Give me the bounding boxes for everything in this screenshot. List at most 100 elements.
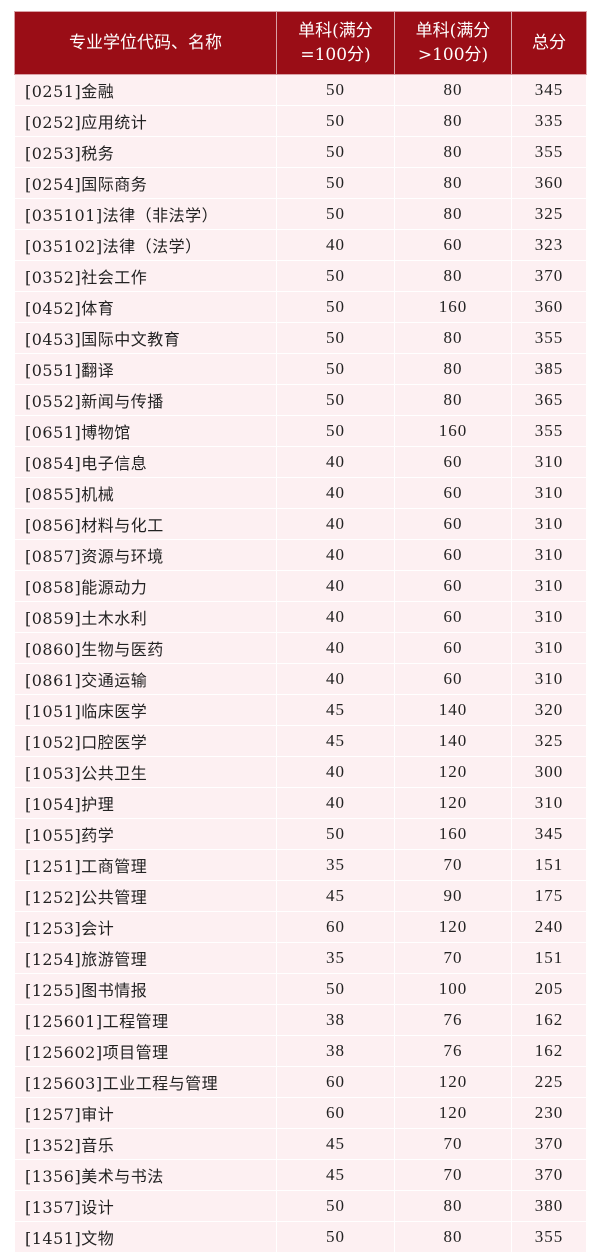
cell-total: 310 [511,508,587,540]
table-row: [1451]文物 50 80 355 [14,1221,587,1253]
table-row: [1254]旅游管理 35 70 151 [14,942,587,974]
cell-name: [1251]工商管理 [14,849,277,881]
cell-name: [125601]工程管理 [14,1004,277,1036]
cell-single-gt100: 140 [394,694,512,726]
table-row: [1054]护理 40 120 310 [14,787,587,819]
cell-name: [1356]美术与书法 [14,1159,277,1191]
cell-name: [0252]应用统计 [14,105,277,137]
cell-total: 360 [511,291,587,323]
cell-single-gt100: 80 [394,322,512,354]
cell-single-gt100: 80 [394,260,512,292]
table-row: [0854]电子信息 40 60 310 [14,446,587,478]
cell-name: [0551]翻译 [14,353,277,385]
cell-single-100: 45 [276,1159,395,1191]
cell-name: [1052]口腔医学 [14,725,277,757]
cell-single-100: 45 [276,725,395,757]
cell-single-gt100: 120 [394,756,512,788]
cell-total: 355 [511,136,587,168]
cell-single-gt100: 70 [394,849,512,881]
cell-name: [0861]交通运输 [14,663,277,695]
cell-single-100: 50 [276,353,395,385]
cell-name: [1257]审计 [14,1097,277,1129]
cell-single-100: 50 [276,415,395,447]
cell-single-100: 38 [276,1035,395,1067]
cell-single-gt100: 60 [394,477,512,509]
cell-single-gt100: 70 [394,942,512,974]
cell-single-gt100: 80 [394,74,512,106]
cell-single-gt100: 80 [394,198,512,230]
cell-single-100: 40 [276,570,395,602]
cell-total: 325 [511,725,587,757]
cell-name: [125603]工业工程与管理 [14,1066,277,1098]
cell-name: [0854]电子信息 [14,446,277,478]
table-row: [0253]税务 50 80 355 [14,136,587,168]
cell-single-gt100: 80 [394,384,512,416]
cell-single-100: 40 [276,446,395,478]
cell-single-gt100: 80 [394,1190,512,1222]
cell-single-100: 40 [276,663,395,695]
cell-single-100: 40 [276,601,395,633]
cell-single-gt100: 100 [394,973,512,1005]
cell-total: 225 [511,1066,587,1098]
cell-total: 162 [511,1035,587,1067]
cell-single-100: 35 [276,849,395,881]
cell-total: 320 [511,694,587,726]
cell-single-100: 50 [276,136,395,168]
cell-total: 205 [511,973,587,1005]
cell-single-gt100: 80 [394,136,512,168]
cell-single-100: 40 [276,508,395,540]
cell-name: [0857]资源与环境 [14,539,277,571]
cell-total: 175 [511,880,587,912]
cell-name: [0253]税务 [14,136,277,168]
header-name: 专业学位代码、名称 [14,11,277,75]
cell-total: 310 [511,570,587,602]
cell-single-gt100: 80 [394,167,512,199]
cell-single-gt100: 80 [394,105,512,137]
table-row: [0453]国际中文教育 50 80 355 [14,322,587,354]
cell-total: 310 [511,446,587,478]
cell-single-100: 50 [276,198,395,230]
cell-single-gt100: 80 [394,353,512,385]
cell-single-100: 50 [276,384,395,416]
table-row: [1055]药学 50 160 345 [14,818,587,850]
cell-single-100: 40 [276,787,395,819]
cell-single-gt100: 60 [394,663,512,695]
cell-total: 310 [511,632,587,664]
cell-single-gt100: 60 [394,229,512,261]
table-row: [125602]项目管理 38 76 162 [14,1035,587,1067]
cell-name: [1254]旅游管理 [14,942,277,974]
cell-total: 370 [511,1128,587,1160]
cell-single-100: 45 [276,694,395,726]
cell-single-gt100: 60 [394,632,512,664]
cell-total: 310 [511,663,587,695]
table-row: [0452]体育 50 160 360 [14,291,587,323]
cell-name: [0858]能源动力 [14,570,277,602]
table-row: [1352]音乐 45 70 370 [14,1128,587,1160]
cell-single-100: 40 [276,229,395,261]
cell-total: 380 [511,1190,587,1222]
cell-total: 370 [511,1159,587,1191]
table-row: [1253]会计 60 120 240 [14,911,587,943]
cell-single-gt100: 160 [394,818,512,850]
cell-single-100: 40 [276,539,395,571]
cell-single-gt100: 160 [394,291,512,323]
cell-single-gt100: 76 [394,1004,512,1036]
cell-name: [1252]公共管理 [14,880,277,912]
cell-single-100: 60 [276,911,395,943]
table-row: [0551]翻译 50 80 385 [14,353,587,385]
cell-total: 162 [511,1004,587,1036]
cell-total: 360 [511,167,587,199]
cell-total: 345 [511,74,587,106]
table-row: [0857]资源与环境 40 60 310 [14,539,587,571]
score-table: 专业学位代码、名称 单科(满分=100分) 单科(满分>100分) 总分 [02… [14,11,587,1253]
cell-total: 385 [511,353,587,385]
table-row: [0251]金融 50 80 345 [14,74,587,106]
cell-single-100: 50 [276,818,395,850]
cell-single-100: 40 [276,632,395,664]
cell-single-100: 45 [276,1128,395,1160]
table-row: [1356]美术与书法 45 70 370 [14,1159,587,1191]
table-row: [0860]生物与医药 40 60 310 [14,632,587,664]
cell-single-gt100: 120 [394,1066,512,1098]
table-row: [0861]交通运输 40 60 310 [14,663,587,695]
cell-single-100: 50 [276,74,395,106]
